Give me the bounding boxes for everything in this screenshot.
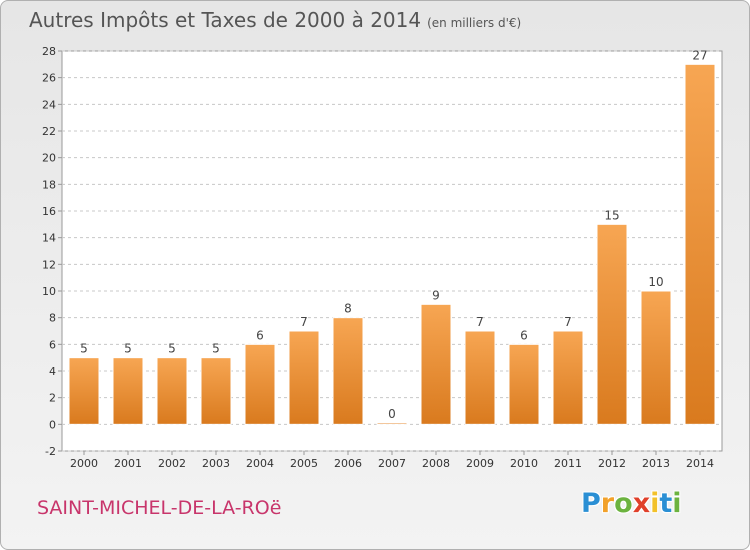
logo-letter: P [581,488,601,519]
data-label-2012: 15 [604,208,619,222]
y-tick-label: 20 [42,152,56,165]
y-tick-label: 10 [42,285,56,298]
y-tick-label: 22 [42,125,56,138]
x-tick-label: 2002 [158,457,186,470]
data-label-2013: 10 [648,275,663,289]
data-label-2002: 5 [168,342,176,356]
data-label-2011: 7 [564,315,572,329]
x-tick-label: 2009 [466,457,494,470]
x-tick-label: 2012 [598,457,626,470]
logo-letter: t [659,488,673,519]
bars [68,63,716,425]
x-tick-label: 2010 [510,457,538,470]
data-label-2008: 9 [432,288,440,302]
data-labels: 5 5 5 5 6 7 8 0 9 7 6 7 15 10 27 [80,48,707,421]
y-tick-label: 12 [42,258,56,271]
data-label-2003: 5 [212,342,220,356]
data-label-2004: 6 [256,328,264,342]
x-tick-label: 2007 [378,457,406,470]
logo-letter: i [672,488,682,519]
y-tick-label: 18 [42,178,56,191]
bar-2013 [640,290,672,425]
data-label-2009: 7 [476,315,484,329]
bar-2007 [376,422,408,425]
data-label-2010: 6 [520,328,528,342]
chart-title: Autres Impôts et Taxes de 2000 à 2014 (en… [29,8,521,32]
x-tick-label: 2003 [202,457,230,470]
data-label-2001: 5 [124,342,132,356]
x-axis-ticks: 2000 2001 2002 2003 2004 2005 2006 2007 2008 2009… [70,451,714,470]
x-tick-label: 2004 [246,457,274,470]
y-tick-label: 24 [42,98,56,111]
x-tick-label: 2008 [422,457,450,470]
y-tick-label: 14 [42,232,56,245]
bar-2012 [596,223,628,425]
bar-2010 [508,343,540,425]
data-label-2006: 8 [344,302,352,316]
chart-title-text: Autres Impôts et Taxes de 2000 à 2014 [29,8,422,32]
x-tick-label: 2005 [290,457,318,470]
logo-letter: i [650,488,660,519]
x-tick-label: 2006 [334,457,362,470]
logo-letter: r [600,488,615,519]
bar-2014 [684,63,716,425]
bar-2008 [420,303,452,425]
logo-letter: x [632,488,651,519]
y-tick-label: 0 [49,418,56,431]
bar-2000 [68,357,100,425]
proxiti-logo: Proxiti [581,488,682,519]
chart-subtitle: (en milliers d'€) [427,16,522,30]
y-tick-label: 8 [49,312,56,325]
bar-2009 [464,330,496,425]
y-tick-label: 16 [42,205,56,218]
x-tick-label: 2011 [554,457,582,470]
y-tick-label: 28 [42,45,56,58]
commune-name: SAINT-MICHEL-DE-LA-ROë [37,497,282,519]
bar-2006 [332,317,364,425]
data-label-2014: 27 [692,48,707,62]
y-tick-label: 26 [42,72,56,85]
bar-2002 [156,357,188,425]
logo-letter: o [614,488,633,519]
data-label-2005: 7 [300,315,308,329]
x-tick-label: 2014 [686,457,714,470]
y-tick-label: 6 [49,338,56,351]
data-label-2007: 0 [388,407,396,421]
bar-2001 [112,357,144,425]
bar-2003 [200,357,232,425]
bar-2005 [288,330,320,425]
x-tick-label: 2013 [642,457,670,470]
y-tick-label: 4 [49,365,56,378]
y-tick-label: -2 [45,445,56,458]
y-tick-label: 2 [49,392,56,405]
data-label-2000: 5 [80,342,88,356]
x-tick-label: 2000 [70,457,98,470]
bar-2011 [552,330,584,425]
bar-2004 [244,343,276,425]
x-tick-label: 2001 [114,457,142,470]
